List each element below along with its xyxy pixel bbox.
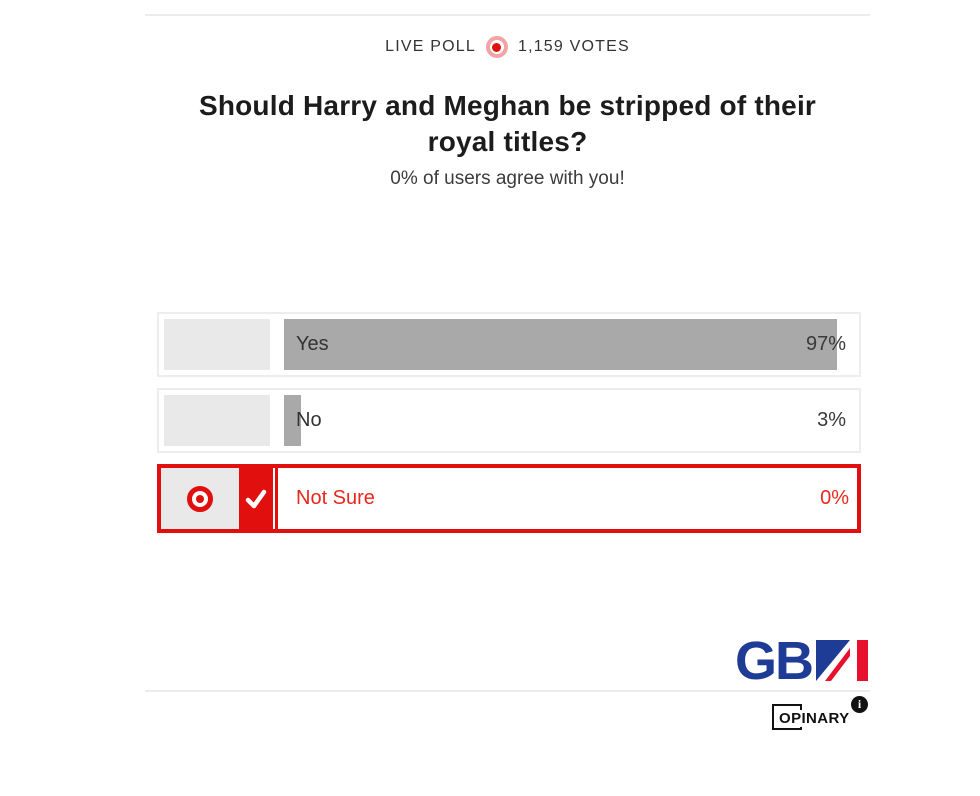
poll-options: Yes 97% No 3%	[157, 312, 861, 533]
option-bar-area: Not Sure 0%	[275, 468, 857, 529]
gb-news-logo: GB	[735, 631, 868, 691]
option-percentage: 3%	[817, 409, 846, 431]
opinary-logo[interactable]: OPINARY i	[772, 696, 868, 732]
option-bar-area: Yes 97%	[284, 319, 854, 370]
poll-option-not-sure-selected[interactable]: Not Sure 0%	[157, 464, 861, 533]
option-percentage: 0%	[820, 487, 849, 509]
gb-news-logo-n-icon	[816, 640, 868, 681]
option-percentage: 97%	[805, 333, 846, 355]
result-bar	[284, 319, 837, 370]
selected-check-box[interactable]	[239, 468, 273, 529]
result-bar	[284, 395, 302, 446]
top-divider	[145, 14, 870, 16]
option-selector[interactable]	[164, 395, 270, 446]
poll-option-no[interactable]: No 3%	[157, 388, 861, 453]
check-icon	[245, 489, 267, 508]
gb-news-logo-text: GB	[735, 631, 814, 691]
option-bar-area: No 3%	[284, 395, 854, 446]
live-poll-label: LIVE POLL	[385, 38, 476, 55]
live-target-icon	[485, 36, 508, 58]
option-label: No	[296, 409, 322, 431]
info-icon[interactable]: i	[851, 696, 868, 713]
votes-count: 1,159 VOTES	[517, 38, 630, 55]
poll-widget: LIVE POLL 1,159 VOTES Should Harry and M…	[145, 0, 870, 796]
selected-option-selector[interactable]	[161, 468, 273, 529]
poll-option-yes[interactable]: Yes 97%	[157, 312, 861, 377]
target-icon	[187, 485, 213, 512]
agreement-feedback: 0% of users agree with you!	[390, 168, 625, 189]
opinary-logo-text: OPINARY	[777, 710, 852, 727]
bottom-divider	[145, 690, 870, 692]
option-label: Yes	[296, 333, 329, 355]
option-selector[interactable]	[164, 319, 270, 370]
selector-target-box[interactable]	[161, 468, 239, 529]
poll-header: LIVE POLL 1,159 VOTES	[145, 36, 870, 58]
poll-question: Should Harry and Meghan be stripped of t…	[198, 90, 817, 157]
option-label: Not Sure	[296, 487, 375, 509]
